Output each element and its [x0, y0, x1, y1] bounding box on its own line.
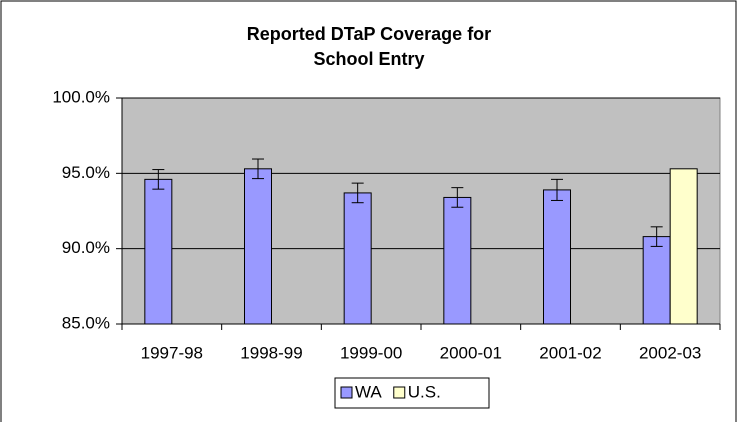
bar [642, 236, 671, 325]
bar [343, 192, 372, 325]
legend-label: U.S. [408, 382, 441, 401]
bar [543, 189, 571, 325]
x-tick-label: 2002-03 [639, 343, 701, 362]
x-tick-label: 2001-02 [539, 343, 601, 362]
bar [144, 178, 173, 325]
x-tick-label: 1997-98 [141, 343, 203, 362]
y-tick-label: 100.0% [52, 87, 110, 106]
y-tick-label: 90.0% [62, 238, 110, 257]
legend-swatch [340, 386, 353, 399]
chart-title: Reported DTaP Coverage for School Entry [246, 24, 492, 69]
bar [669, 168, 698, 325]
legend-label: WA [355, 382, 382, 401]
plot-area [121, 97, 721, 325]
x-tick-label: 1999-00 [340, 343, 402, 362]
x-tick-label: 2000-01 [440, 343, 502, 362]
bar [244, 168, 272, 325]
bar [443, 196, 472, 325]
y-tick-label: 85.0% [62, 313, 110, 332]
x-tick-label: 1998-99 [240, 343, 302, 362]
legend-swatch [393, 386, 406, 399]
y-tick-label: 95.0% [62, 163, 110, 182]
legend [334, 377, 490, 409]
